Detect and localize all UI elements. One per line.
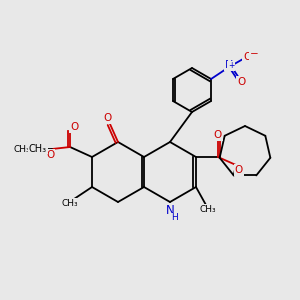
Text: O: O: [235, 165, 243, 175]
Text: −: −: [250, 49, 258, 59]
Text: N: N: [166, 203, 174, 217]
Text: O: O: [46, 150, 54, 160]
Text: O: O: [104, 113, 112, 123]
Text: O: O: [243, 52, 251, 62]
Text: +: +: [228, 61, 234, 70]
Text: O: O: [237, 77, 245, 87]
Text: O: O: [214, 130, 222, 140]
Text: H: H: [172, 214, 178, 223]
Text: CH₃: CH₃: [14, 145, 30, 154]
Text: O: O: [70, 122, 78, 132]
Text: CH₃: CH₃: [200, 205, 216, 214]
Text: CH₃: CH₃: [29, 144, 47, 154]
Text: CH₃: CH₃: [62, 199, 78, 208]
Text: N: N: [225, 60, 233, 70]
